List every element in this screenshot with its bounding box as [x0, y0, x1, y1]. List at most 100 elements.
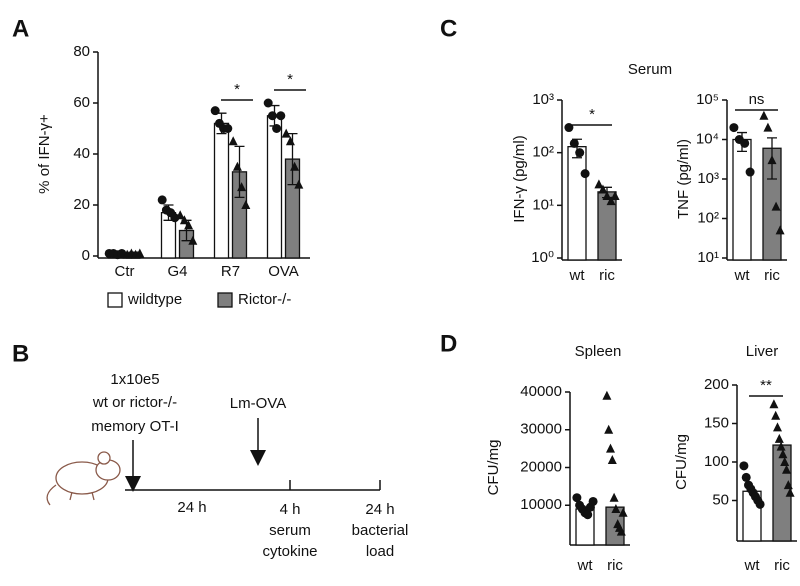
data-point: [598, 184, 608, 194]
data-point: [184, 220, 194, 230]
data-point: [290, 161, 300, 171]
data-point: [739, 461, 749, 471]
y-tick-label: 10⁵: [696, 91, 719, 108]
data-point: [267, 111, 277, 121]
timeline-text: load: [366, 543, 394, 560]
y-tick-label: 10³: [697, 170, 719, 187]
timeline-text: wt or rictor-/-: [92, 394, 177, 411]
y-tick-label: 150: [704, 414, 729, 431]
significance-label: **: [760, 377, 772, 394]
panel-label: A: [12, 15, 29, 42]
data-point: [602, 390, 612, 400]
y-tick-label: 100: [704, 453, 729, 470]
x-tick-label: ric: [607, 557, 623, 574]
timeline-text: serum: [269, 522, 311, 539]
panel-title: Serum: [628, 61, 672, 78]
y-tick-label: 10¹: [532, 196, 554, 213]
timeline-text: 1x10e5: [110, 371, 159, 388]
x-tick-label: wt: [577, 557, 594, 574]
data-point: [575, 148, 585, 158]
chart-title: Liver: [746, 343, 779, 360]
x-tick-label: wt: [744, 557, 761, 574]
data-point: [775, 225, 785, 235]
data-point: [780, 457, 790, 466]
y-tick-label: 10²: [697, 209, 719, 226]
data-point: [759, 110, 769, 120]
timeline-text: bacterial: [352, 522, 409, 539]
data-point: [170, 213, 180, 223]
y-tick-label: 20: [73, 196, 90, 213]
data-point: [228, 136, 238, 146]
data-point: [729, 123, 739, 133]
data-point: [763, 122, 773, 132]
legend-swatch: [107, 292, 123, 308]
data-point: [778, 449, 788, 459]
data-point: [609, 492, 619, 502]
bar: [266, 115, 283, 259]
y-tick-label: 10⁰: [531, 249, 554, 266]
data-point: [175, 210, 185, 220]
mouse-icon: [46, 451, 121, 506]
data-point: [569, 138, 579, 148]
legend-label: wildtype: [127, 291, 182, 308]
legend-label: Rictor-/-: [238, 291, 291, 308]
x-tick-label: Ctr: [115, 263, 135, 280]
data-point: [604, 424, 614, 434]
x-tick-label: ric: [599, 267, 615, 284]
data-point: [769, 399, 779, 409]
data-point: [276, 111, 286, 121]
timeline-text: memory OT-I: [91, 418, 179, 435]
data-point: [157, 195, 167, 205]
data-point: [771, 410, 781, 420]
timeline-text: 24 h: [177, 499, 206, 516]
y-tick-label: 30000: [520, 421, 562, 438]
y-tick-label: 0: [82, 247, 90, 264]
data-point: [774, 433, 784, 443]
bar: [732, 138, 752, 261]
data-point: [607, 454, 617, 464]
panel-label: D: [440, 330, 457, 357]
data-point: [281, 128, 291, 138]
timeline-text: Lm-OVA: [230, 395, 286, 412]
data-point: [237, 182, 247, 192]
data-point: [785, 487, 795, 497]
data-point: [241, 200, 251, 209]
data-point: [583, 510, 593, 520]
chart-title: Spleen: [575, 343, 622, 360]
significance-label: *: [589, 106, 595, 123]
y-tick-label: 40: [73, 145, 90, 162]
data-point: [773, 422, 782, 432]
y-tick-label: 10⁴: [696, 130, 719, 147]
x-tick-label: OVA: [268, 263, 299, 280]
data-point: [117, 248, 127, 258]
panel-label: B: [12, 340, 29, 367]
arrow-head: [125, 476, 141, 492]
y-tick-label: 40000: [520, 383, 562, 400]
data-point: [263, 98, 273, 108]
y-tick-label: 20000: [520, 458, 562, 475]
data-point: [285, 136, 295, 146]
data-point: [223, 124, 233, 133]
x-tick-label: G4: [167, 263, 187, 280]
data-point: [232, 161, 242, 171]
significance-label: *: [287, 71, 293, 88]
data-point: [594, 179, 604, 189]
y-tick-label: 10²: [532, 144, 554, 161]
y-axis-label: % of IFN-γ+: [36, 114, 53, 194]
data-point: [135, 248, 145, 258]
data-point: [606, 196, 616, 206]
data-point: [610, 191, 620, 201]
data-point: [755, 499, 765, 509]
y-tick-label: 10000: [520, 496, 562, 513]
panel-label: C: [440, 15, 457, 42]
x-tick-label: ric: [774, 557, 790, 574]
data-point: [294, 179, 304, 189]
y-tick-label: 10¹: [697, 249, 719, 266]
data-point: [740, 138, 750, 148]
timeline-text: cytokine: [262, 543, 317, 560]
data-point: [179, 215, 189, 225]
y-axis-label: CFU/mg: [485, 440, 502, 496]
arrow-head: [250, 450, 266, 466]
